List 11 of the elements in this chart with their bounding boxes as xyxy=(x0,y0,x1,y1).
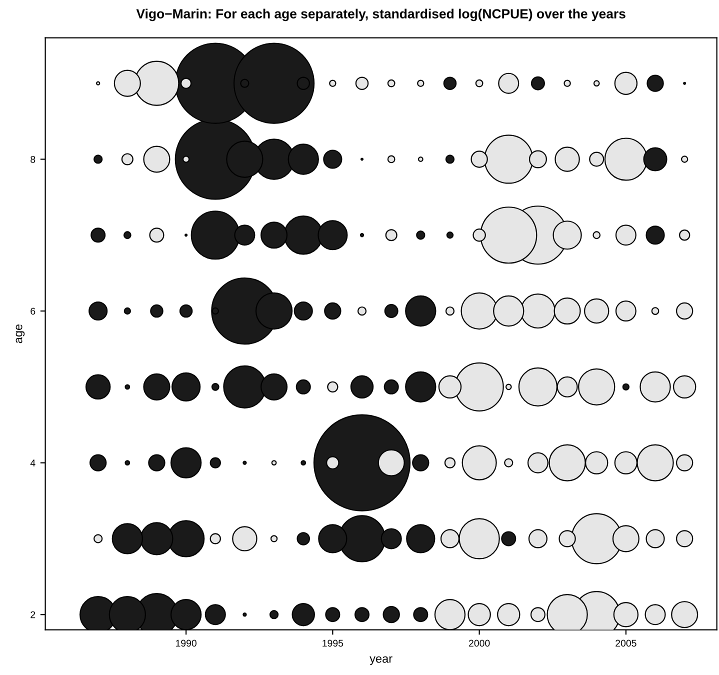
chart-title: Vigo−Marin: For each age separately, standardised log(NCPUE) over the years xyxy=(136,8,626,22)
y-tick-label: 6 xyxy=(30,308,36,315)
x-axis-title: year xyxy=(370,656,392,666)
y-tick-label: 2 xyxy=(30,611,36,618)
x-tick-label: 1995 xyxy=(322,640,344,647)
y-tick-label: 8 xyxy=(30,156,36,163)
x-tick-label: 2005 xyxy=(616,640,636,647)
y-tick-label: 4 xyxy=(30,460,36,466)
y-axis-title: age xyxy=(16,324,25,344)
x-tick-label: 2000 xyxy=(468,640,490,647)
x-tick-label: 1990 xyxy=(176,640,196,647)
